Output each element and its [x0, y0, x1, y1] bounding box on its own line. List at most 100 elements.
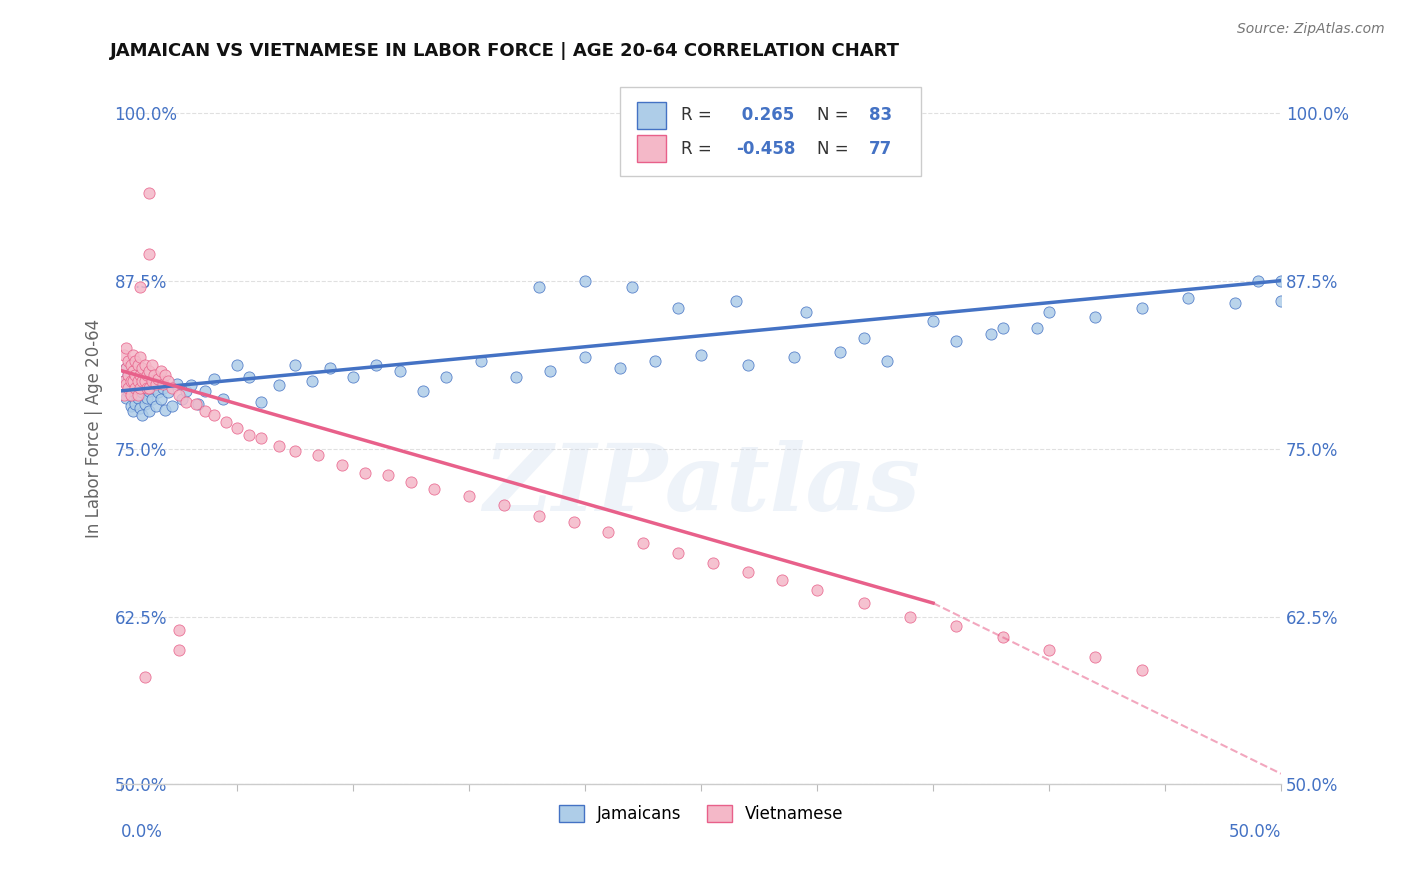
Point	[169, 643, 191, 657]
Point	[354, 466, 377, 480]
Point	[945, 619, 967, 633]
Point	[538, 364, 561, 378]
Point	[149, 392, 172, 406]
Point	[112, 347, 135, 361]
Point	[783, 350, 806, 364]
Point	[301, 375, 323, 389]
Point	[527, 280, 550, 294]
Point	[117, 368, 139, 382]
Text: R =: R =	[682, 140, 713, 158]
Point	[852, 331, 875, 345]
Point	[141, 359, 163, 373]
Point	[120, 377, 142, 392]
Text: JAMAICAN VS VIETNAMESE IN LABOR FORCE | AGE 20-64 CORRELATION CHART: JAMAICAN VS VIETNAMESE IN LABOR FORCE | …	[110, 42, 900, 60]
Point	[212, 392, 235, 406]
Text: 0.0%: 0.0%	[121, 823, 163, 841]
Point	[898, 609, 921, 624]
Point	[666, 546, 689, 560]
Point	[238, 428, 260, 442]
Point	[1084, 649, 1107, 664]
Point	[574, 274, 596, 288]
Point	[149, 364, 172, 378]
Point	[115, 361, 138, 376]
Point	[1084, 310, 1107, 324]
Point	[124, 354, 146, 368]
Point	[609, 361, 631, 376]
Point	[120, 388, 142, 402]
Point	[492, 498, 515, 512]
Text: 77: 77	[869, 140, 893, 158]
Point	[170, 392, 193, 406]
Point	[366, 359, 388, 373]
Point	[1038, 304, 1060, 318]
Point	[922, 314, 945, 328]
Point	[131, 361, 153, 376]
Point	[131, 408, 153, 422]
Text: 83: 83	[869, 106, 893, 124]
Point	[470, 354, 492, 368]
Text: N =: N =	[817, 106, 849, 124]
Text: R =: R =	[682, 106, 713, 124]
Point	[138, 381, 160, 395]
Point	[152, 381, 174, 395]
Point	[129, 350, 152, 364]
Point	[141, 392, 163, 406]
Point	[129, 381, 152, 395]
Point	[127, 391, 149, 405]
Point	[138, 247, 160, 261]
Point	[267, 439, 290, 453]
Point	[169, 623, 191, 637]
Point	[135, 368, 157, 382]
Point	[129, 381, 152, 395]
Point	[131, 385, 153, 400]
Point	[134, 359, 156, 373]
Point	[124, 381, 146, 395]
Text: ZIPatlas: ZIPatlas	[482, 441, 920, 531]
Point	[127, 388, 149, 402]
Point	[527, 508, 550, 523]
Point	[127, 375, 149, 389]
Point	[112, 375, 135, 389]
Point	[187, 397, 209, 411]
Point	[412, 384, 434, 398]
Point	[238, 370, 260, 384]
Point	[115, 377, 138, 392]
Point	[162, 399, 184, 413]
Point	[980, 327, 1002, 342]
Point	[226, 359, 249, 373]
Point	[945, 334, 967, 348]
Point	[737, 565, 759, 579]
Point	[852, 596, 875, 610]
Point	[122, 364, 145, 378]
Point	[135, 381, 157, 395]
Point	[598, 524, 620, 539]
Point	[117, 381, 139, 395]
Point	[1223, 296, 1246, 310]
Text: Source: ZipAtlas.com: Source: ZipAtlas.com	[1237, 22, 1385, 37]
Point	[377, 468, 399, 483]
Point	[284, 444, 307, 458]
Point	[180, 378, 202, 392]
Point	[129, 368, 152, 382]
Text: -0.458: -0.458	[735, 140, 796, 158]
Point	[806, 582, 828, 597]
Point	[138, 384, 160, 398]
Point	[129, 280, 152, 294]
Point	[194, 404, 217, 418]
Point	[156, 375, 179, 389]
Point	[1026, 320, 1049, 334]
Point	[1130, 301, 1153, 315]
Point	[434, 370, 457, 384]
Point	[142, 368, 165, 382]
Point	[666, 301, 689, 315]
Point	[202, 408, 225, 422]
Point	[156, 385, 179, 400]
Point	[120, 359, 142, 373]
Point	[1177, 291, 1199, 305]
Point	[702, 556, 724, 570]
Point	[129, 401, 152, 416]
Point	[124, 368, 146, 382]
Point	[1130, 663, 1153, 677]
Point	[124, 381, 146, 395]
Point	[830, 344, 852, 359]
